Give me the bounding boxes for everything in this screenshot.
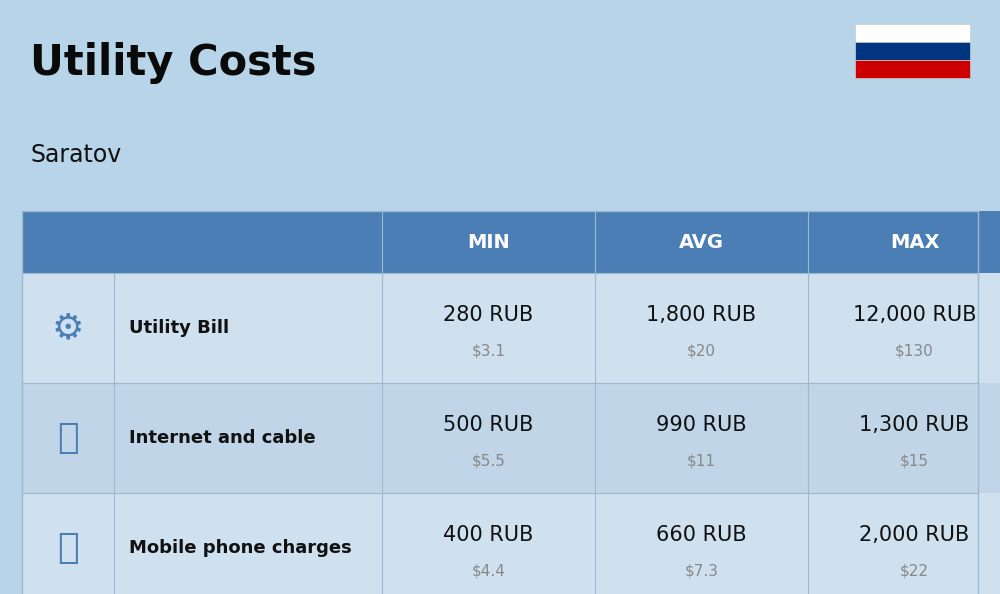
Text: 400 RUB: 400 RUB bbox=[443, 525, 534, 545]
FancyBboxPatch shape bbox=[808, 383, 1000, 493]
Text: Mobile phone charges: Mobile phone charges bbox=[129, 539, 352, 557]
FancyBboxPatch shape bbox=[808, 273, 1000, 383]
Text: ⚙: ⚙ bbox=[52, 311, 84, 345]
Text: $4.4: $4.4 bbox=[472, 563, 505, 578]
Text: 660 RUB: 660 RUB bbox=[656, 525, 747, 545]
Text: Utility Costs: Utility Costs bbox=[30, 42, 316, 84]
FancyBboxPatch shape bbox=[855, 60, 970, 78]
Text: 280 RUB: 280 RUB bbox=[443, 305, 534, 325]
Text: $20: $20 bbox=[687, 343, 716, 358]
FancyBboxPatch shape bbox=[595, 273, 808, 383]
Text: Internet and cable: Internet and cable bbox=[129, 429, 316, 447]
Text: $22: $22 bbox=[900, 563, 929, 578]
FancyBboxPatch shape bbox=[22, 211, 114, 273]
Text: $11: $11 bbox=[687, 453, 716, 468]
Text: $130: $130 bbox=[895, 343, 934, 358]
Text: 1,800 RUB: 1,800 RUB bbox=[646, 305, 757, 325]
FancyBboxPatch shape bbox=[595, 493, 808, 594]
FancyBboxPatch shape bbox=[855, 24, 970, 42]
FancyBboxPatch shape bbox=[114, 273, 382, 383]
FancyBboxPatch shape bbox=[382, 273, 595, 383]
FancyBboxPatch shape bbox=[22, 383, 114, 493]
Text: 12,000 RUB: 12,000 RUB bbox=[853, 305, 976, 325]
FancyBboxPatch shape bbox=[114, 493, 382, 594]
FancyBboxPatch shape bbox=[855, 42, 970, 60]
Text: $3.1: $3.1 bbox=[472, 343, 506, 358]
Text: $15: $15 bbox=[900, 453, 929, 468]
FancyBboxPatch shape bbox=[808, 211, 1000, 273]
FancyBboxPatch shape bbox=[808, 493, 1000, 594]
FancyBboxPatch shape bbox=[382, 493, 595, 594]
FancyBboxPatch shape bbox=[382, 383, 595, 493]
FancyBboxPatch shape bbox=[595, 211, 808, 273]
Text: 📱: 📱 bbox=[57, 531, 79, 565]
FancyBboxPatch shape bbox=[114, 383, 382, 493]
Text: 500 RUB: 500 RUB bbox=[443, 415, 534, 435]
Text: $5.5: $5.5 bbox=[472, 453, 505, 468]
Text: AVG: AVG bbox=[679, 233, 724, 251]
FancyBboxPatch shape bbox=[382, 211, 595, 273]
FancyBboxPatch shape bbox=[22, 273, 114, 383]
FancyBboxPatch shape bbox=[114, 211, 382, 273]
Text: 1,300 RUB: 1,300 RUB bbox=[859, 415, 970, 435]
Text: Utility Bill: Utility Bill bbox=[129, 319, 229, 337]
FancyBboxPatch shape bbox=[595, 383, 808, 493]
Text: 2,000 RUB: 2,000 RUB bbox=[859, 525, 970, 545]
Text: 📶: 📶 bbox=[57, 421, 79, 455]
Text: MIN: MIN bbox=[467, 233, 510, 251]
FancyBboxPatch shape bbox=[22, 493, 114, 594]
Text: Saratov: Saratov bbox=[30, 143, 121, 166]
Text: 990 RUB: 990 RUB bbox=[656, 415, 747, 435]
Text: MAX: MAX bbox=[890, 233, 939, 251]
Text: $7.3: $7.3 bbox=[684, 563, 718, 578]
